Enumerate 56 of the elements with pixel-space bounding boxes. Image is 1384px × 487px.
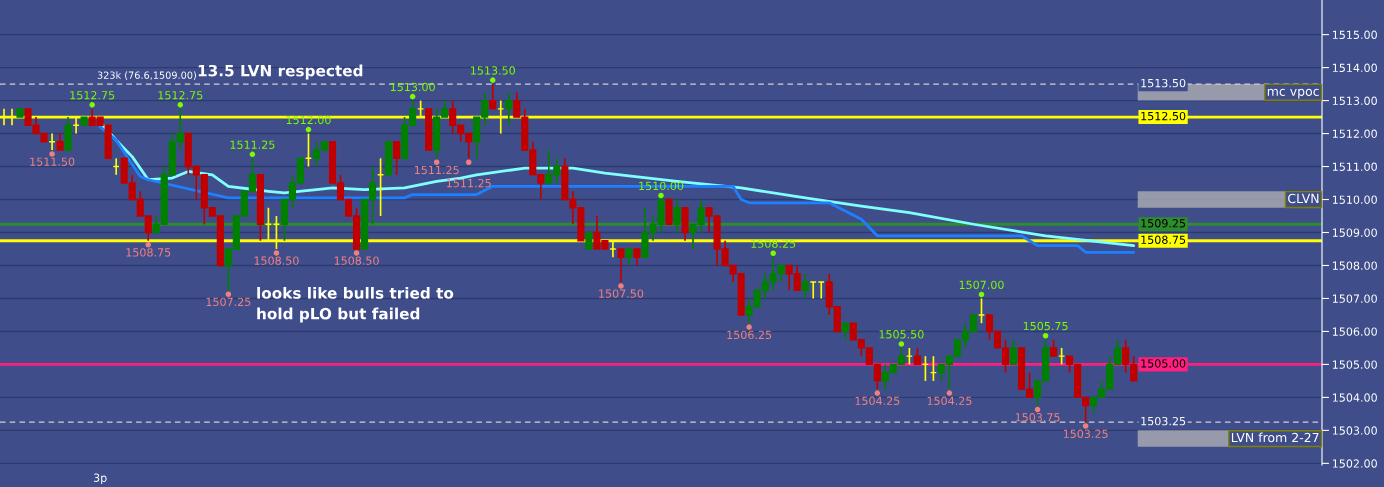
y-tick-label: 1504.00	[1332, 393, 1377, 402]
y-tick-label: 1507.00	[1332, 294, 1377, 303]
y-tick-label: 1508.00	[1332, 261, 1377, 270]
text: 1507.00	[959, 280, 1004, 290]
y-tick-label: 1505.00	[1332, 360, 1377, 369]
text: 1504.25	[855, 396, 900, 405]
text: 1510.00	[639, 181, 684, 191]
y-tick-label: 1513.00	[1332, 96, 1377, 105]
candlestick	[1009, 338, 1018, 366]
y-tick-label: 1502.00	[1332, 459, 1377, 468]
text: 1513.00	[390, 82, 435, 92]
text: 1507.25	[206, 297, 251, 307]
text: 1512.75	[70, 91, 115, 100]
candlestick	[489, 83, 497, 110]
text: 1505.75	[1023, 321, 1068, 331]
band-label: CLVN	[1288, 193, 1319, 204]
text: 1503.25	[1063, 429, 1108, 438]
candlestick	[393, 140, 401, 176]
y-tick-label: 1515.00	[1332, 30, 1377, 40]
ref-line-label: 1512.50	[1141, 111, 1186, 121]
text: 1507.50	[599, 289, 644, 298]
candlestick	[673, 198, 681, 234]
annotation: looks like bulls tried to hold pLO but failed	[257, 287, 454, 323]
band-label: mc vpoc	[1267, 88, 1319, 99]
y-tick-label: 1510.00	[1332, 195, 1377, 204]
ref-line-label: 1505.00	[1141, 359, 1186, 368]
text: 1511.25	[230, 140, 275, 149]
text: 1508.50	[334, 256, 379, 265]
text: 1512.75	[158, 91, 203, 100]
ref-line-label: 1509.25	[1141, 219, 1186, 228]
text: 1511.50	[30, 157, 75, 166]
candlestick	[801, 272, 809, 300]
text: 1508.75	[126, 248, 171, 257]
text: 1503.75	[1015, 413, 1060, 422]
text: 1513.50	[470, 66, 515, 75]
annotation: 323k (76.6,1509.00)	[97, 71, 196, 80]
text: 1506.25	[727, 330, 772, 340]
text: 1511.25	[414, 165, 459, 175]
y-tick-label: 1509.00	[1332, 228, 1377, 237]
y-tick-label: 1511.00	[1332, 162, 1377, 171]
ref-line-label: 1513.50	[1141, 78, 1186, 88]
candlestick	[617, 248, 625, 283]
y-tick-label: 1514.00	[1332, 63, 1377, 72]
text: 1508.50	[254, 256, 299, 265]
candlestick	[505, 91, 513, 127]
band-label: LVN from 2-27	[1231, 432, 1319, 443]
annotation: 13.5 LVN respected	[198, 64, 363, 80]
ref-line-label: 1508.75	[1141, 235, 1186, 244]
text: 1511.25	[446, 178, 491, 188]
y-tick-label: 1503.00	[1332, 426, 1377, 435]
x-tick-label: 3p	[93, 473, 107, 485]
ref-line-label: 1503.25	[1141, 416, 1186, 426]
y-tick-label: 1512.00	[1332, 129, 1377, 138]
text: 1505.50	[879, 330, 924, 339]
y-tick-label: 1506.00	[1332, 327, 1377, 336]
text: 1504.25	[927, 396, 972, 405]
